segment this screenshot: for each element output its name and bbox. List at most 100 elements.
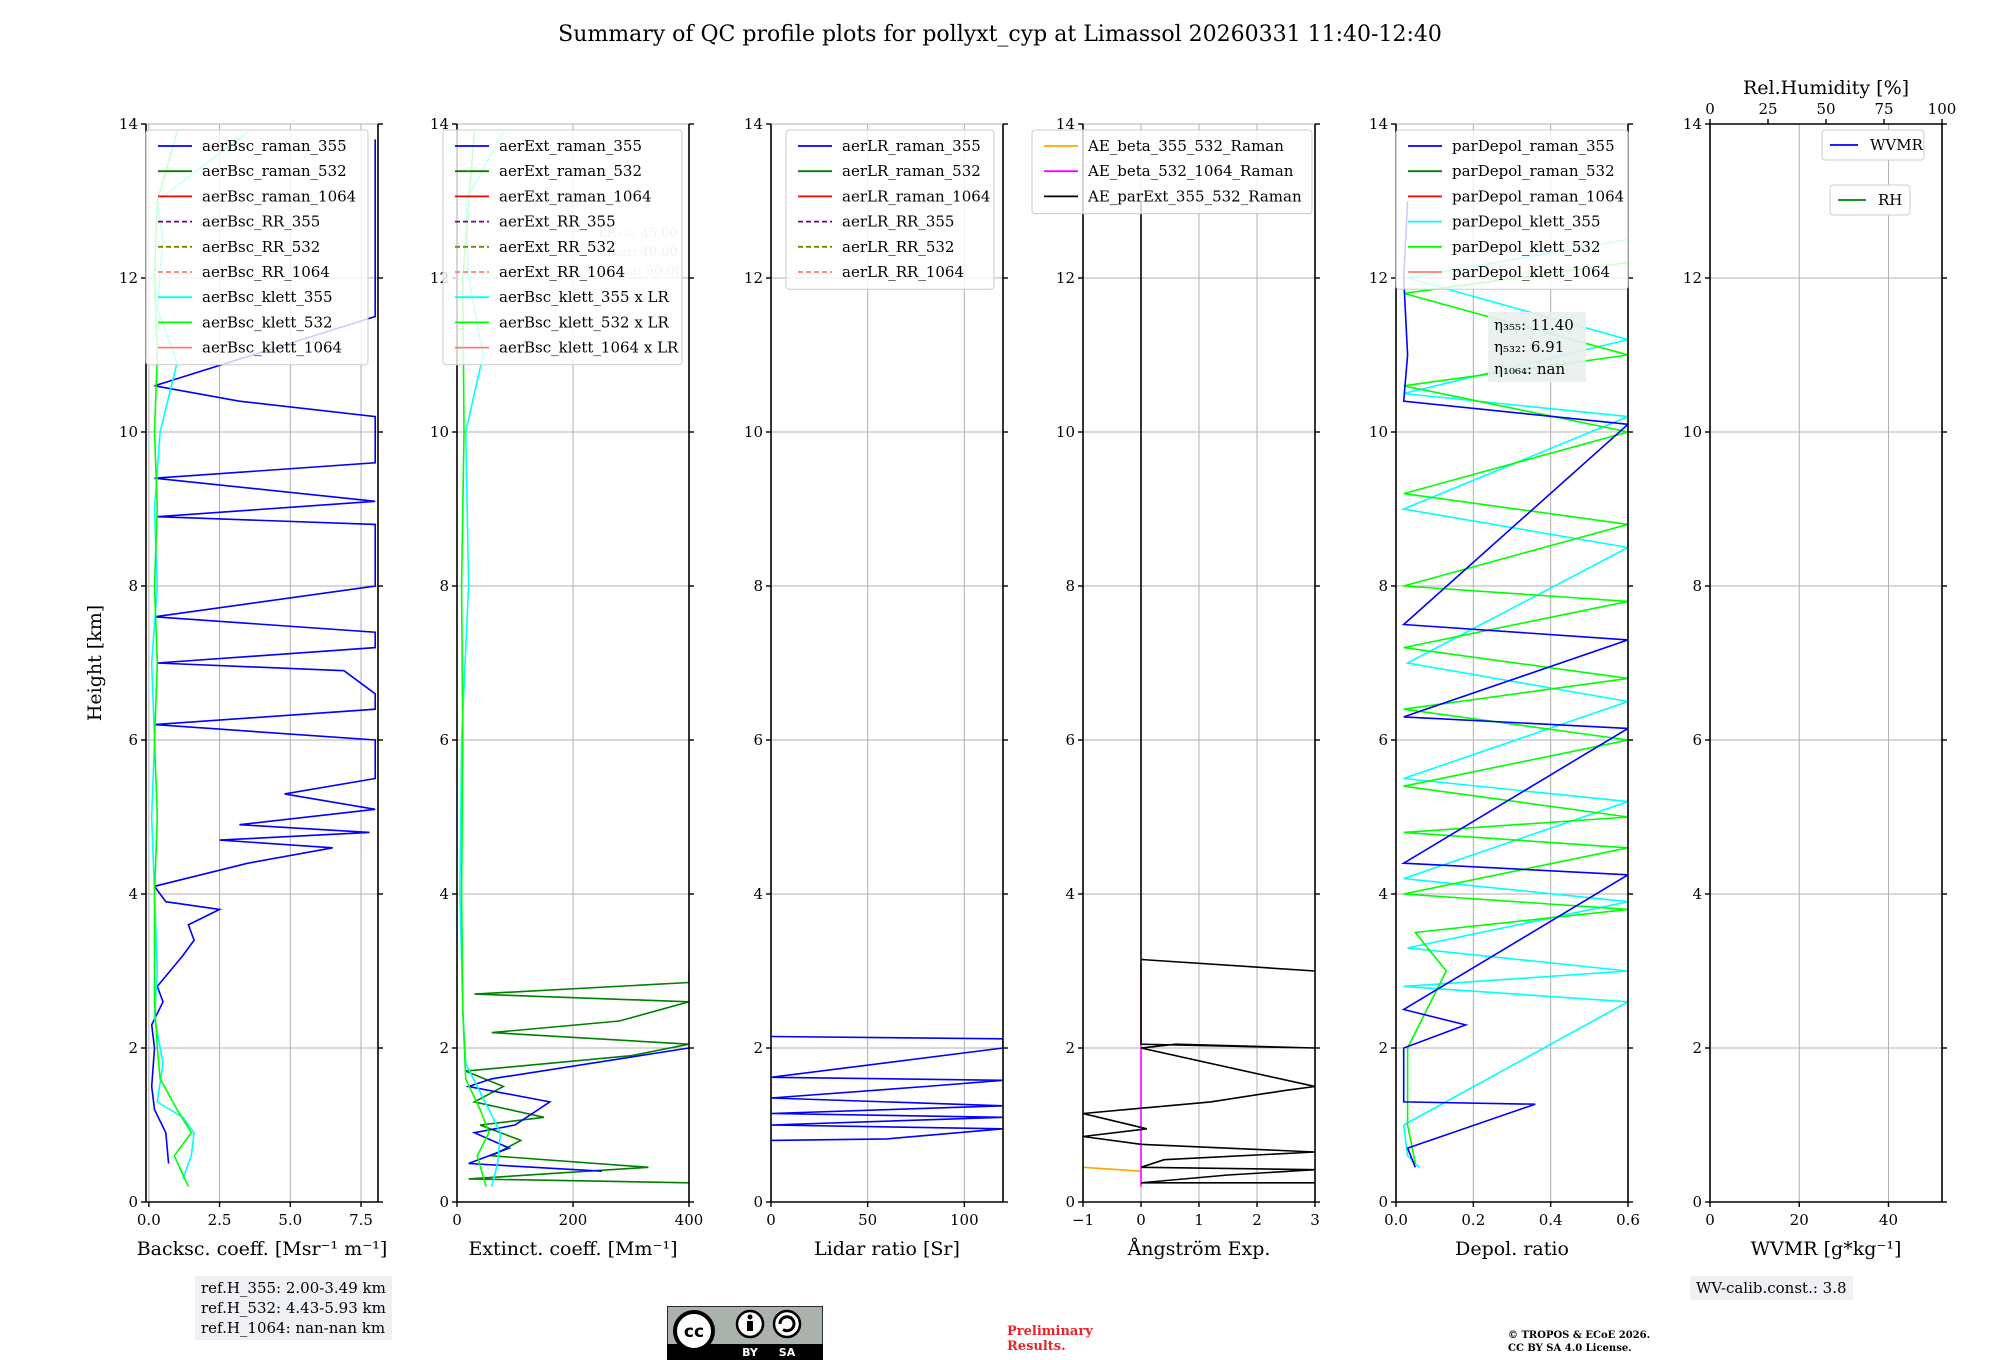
- top-tick-label: 50: [1816, 100, 1835, 118]
- y-tick-label: 4: [1065, 885, 1075, 903]
- legend-entry: aerBsc_klett_1064 x LR: [499, 339, 679, 357]
- series-aerBsc_raman_355: [150, 139, 377, 1164]
- figure-title: Summary of QC profile plots for pollyxt_…: [558, 22, 1442, 47]
- y-tick-label: 6: [753, 731, 763, 749]
- y-tick-label: 8: [128, 577, 138, 595]
- y-axis-label: Height [km]: [84, 605, 106, 721]
- legend-entry: RH: [1878, 191, 1902, 209]
- legend-entry: aerLR_raman_355: [842, 137, 981, 155]
- x-axis-label: Lidar ratio [Sr]: [814, 1238, 960, 1260]
- x-tick-label: 0: [1705, 1211, 1715, 1229]
- x-tick-label: 0: [1136, 1211, 1146, 1229]
- x-tick-label: 2.5: [208, 1211, 232, 1229]
- x-tick-label: 2: [1252, 1211, 1262, 1229]
- y-tick-label: 4: [128, 885, 138, 903]
- y-tick-label: 0: [753, 1193, 763, 1211]
- legend-entry: aerBsc_klett_532 x LR: [499, 313, 670, 331]
- series-group: [1083, 201, 1315, 1187]
- legend-entry: aerExt_raman_1064: [499, 187, 652, 205]
- y-tick-label: 0: [439, 1193, 449, 1211]
- y-tick-label: 6: [1692, 731, 1702, 749]
- y-tick-label: 2: [439, 1039, 449, 1057]
- x-tick-label: 400: [675, 1211, 704, 1229]
- y-tick-label: 6: [439, 731, 449, 749]
- x-tick-label: 50: [858, 1211, 877, 1229]
- legend-entry: parDepol_raman_355: [1452, 137, 1615, 155]
- legend-entry: aerBsc_RR_532: [202, 238, 320, 256]
- x-tick-label: 1: [1194, 1211, 1204, 1229]
- share-alike-icon: [772, 1309, 802, 1339]
- legend-box: [1821, 129, 1925, 161]
- ref-height-box: ref.H_355: 2.00-3.49 km ref.H_532: 4.43-…: [195, 1276, 392, 1340]
- ref-height-1064: ref.H_1064: nan-nan km: [201, 1319, 386, 1337]
- legend-entry: aerExt_RR_355: [499, 213, 616, 231]
- y-tick-label: 14: [430, 115, 449, 133]
- y-tick-label: 4: [753, 885, 763, 903]
- x-axis-label: Depol. ratio: [1455, 1238, 1569, 1260]
- y-tick-label: 12: [1683, 269, 1702, 287]
- legend-entry: aerBsc_raman_532: [202, 162, 347, 180]
- series-aerBsc_klett_532 x LR: [460, 131, 490, 1187]
- y-tick-label: 4: [439, 885, 449, 903]
- legend-box: [1031, 129, 1313, 215]
- eta-note: η₁₀₆₄: nan: [1494, 360, 1565, 378]
- panel-depolarization: 0 2 4 6 8 10 12 14 0.0 0.2 0.4 0.6 Depol. ratio η₃₅₅:…: [1369, 115, 1640, 1260]
- y-tick-label: 8: [439, 577, 449, 595]
- copyright-note: © TROPOS & ECoE 2026. CC BY SA 4.0 Licen…: [1508, 1329, 1650, 1355]
- ref-height-355: ref.H_355: 2.00-3.49 km: [201, 1279, 386, 1297]
- ref-height-532: ref.H_532: 4.43-5.93 km: [201, 1299, 386, 1317]
- wv-calib-box: WV-calib.const.: 3.8: [1690, 1276, 1853, 1300]
- x-tick-label: 3: [1310, 1211, 1320, 1229]
- y-tick-label: 12: [119, 269, 138, 287]
- eta-note: η₃₅₅: 11.40: [1494, 316, 1574, 334]
- y-tick-label: 4: [1378, 885, 1388, 903]
- y-tick-label: 2: [1378, 1039, 1388, 1057]
- y-tick-label: 14: [1369, 115, 1388, 133]
- y-tick-label: 10: [1056, 423, 1075, 441]
- x-axis-label: Backsc. coeff. [Msr⁻¹ m⁻¹]: [137, 1238, 388, 1260]
- legend-entry: aerBsc_raman_355: [202, 137, 347, 155]
- y-tick-label: 8: [1692, 577, 1702, 595]
- x-tick-label: 0.4: [1539, 1211, 1563, 1229]
- legend-entry: aerExt_raman_532: [499, 162, 642, 180]
- legend-entry: AE_beta_532_1064_Raman: [1087, 162, 1294, 180]
- series-parDepol_klett_355: [1400, 139, 1628, 1168]
- legend-box: [1395, 129, 1629, 290]
- y-tick-label: 4: [1692, 885, 1702, 903]
- legend-entry: aerExt_RR_532: [499, 238, 616, 256]
- y-tick-label: 2: [128, 1039, 138, 1057]
- x-tick-label: 100: [950, 1211, 979, 1229]
- legend-entry: aerBsc_klett_532: [202, 313, 333, 331]
- legend-entry: parDepol_raman_1064: [1452, 187, 1624, 205]
- y-tick-label: 2: [1065, 1039, 1075, 1057]
- x-tick-label: 40: [1879, 1211, 1898, 1229]
- preliminary-line-1: Preliminary: [1007, 1324, 1093, 1339]
- y-tick-label: 14: [1056, 115, 1075, 133]
- top-tick-label: 0: [1705, 100, 1715, 118]
- panel-backscatter: 0 2 4 6 8 10 12 14 0.0 2.5 5.0 7.5 Backsc. coeff. [M…: [84, 115, 387, 1260]
- x-tick-label: −1: [1072, 1211, 1094, 1229]
- legend-entry: aerExt_raman_355: [499, 137, 642, 155]
- x-tick-label: 200: [559, 1211, 588, 1229]
- y-tick-label: 10: [1369, 423, 1388, 441]
- series-aerLR_raman_355: [771, 1035, 1003, 1142]
- series-parDepol_klett_532: [1403, 131, 1628, 1164]
- x-tick-label: 5.0: [278, 1211, 302, 1229]
- copyright-line-1: © TROPOS & ECoE 2026.: [1508, 1330, 1651, 1341]
- legend-entry: aerBsc_raman_1064: [202, 187, 356, 205]
- y-tick-label: 2: [753, 1039, 763, 1057]
- top-tick-label: 75: [1874, 100, 1893, 118]
- legend-entry: aerBsc_klett_355: [202, 288, 333, 306]
- y-tick-label: 0: [1065, 1193, 1075, 1211]
- legend-entry: aerLR_RR_532: [842, 238, 954, 256]
- y-tick-label: 6: [128, 731, 138, 749]
- y-tick-label: 8: [753, 577, 763, 595]
- legend-entry: parDepol_klett_355: [1452, 213, 1601, 231]
- preliminary-note: Preliminary Results.: [1007, 1324, 1093, 1354]
- series-group: [771, 1035, 1003, 1142]
- y-tick-label: 10: [1683, 423, 1702, 441]
- y-tick-label: 6: [1378, 731, 1388, 749]
- y-tick-label: 8: [1378, 577, 1388, 595]
